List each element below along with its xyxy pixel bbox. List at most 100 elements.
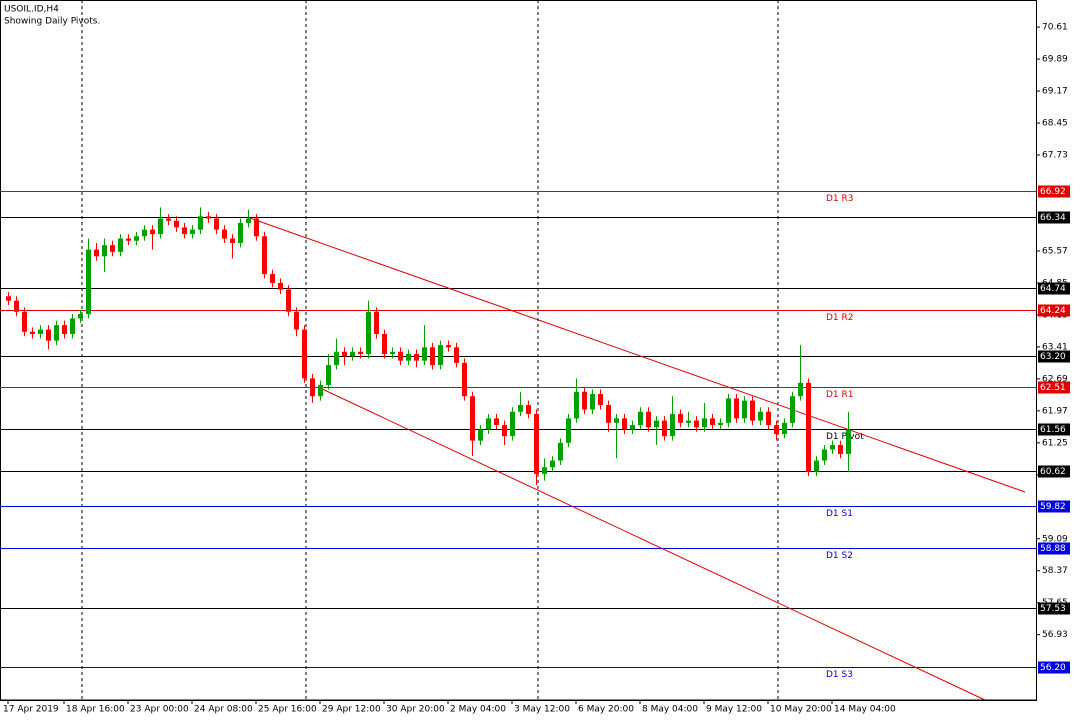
level-box [1038,602,1070,615]
x-tick-label: 9 May 12:00 [706,705,762,715]
pivot-label: D1 R3 [826,194,854,204]
candle-body [734,398,739,419]
pivot-label: D1 S3 [826,670,853,680]
candle-body [550,460,555,468]
candle-body [102,245,107,257]
candle-body [230,238,235,243]
y-tick-label: 61.25 [1042,438,1068,448]
candle-body [62,325,67,335]
level-box [1038,423,1070,436]
candle-body [806,382,811,472]
plot-frame [0,0,1037,701]
candle-body [358,351,363,354]
candle-body [782,422,787,434]
candle-body [598,393,603,406]
candle-body [470,396,475,441]
axes: 70.6169.8969.1768.4567.7365.5764.8564.13… [0,23,1070,715]
candle-body [742,400,747,419]
candle-body [670,413,675,437]
candle-body [326,365,331,386]
candle-body [342,351,347,357]
candles [6,207,851,486]
candle-body [302,329,307,379]
candle-body [54,325,59,341]
level-box [1038,185,1070,198]
level-label: 63.20 [1040,352,1066,362]
candle-body [182,227,187,235]
y-tick-label: 68.45 [1042,119,1068,129]
candle-body [766,411,771,426]
candle-body [830,445,835,450]
y-tick-label: 69.17 [1042,87,1068,97]
candle-body [398,351,403,361]
candle-body [798,382,803,397]
candle-body [454,347,459,363]
candle-body [254,218,259,237]
candle-body [430,347,435,366]
level-label: 60.62 [1040,467,1066,477]
candle-body [838,445,843,454]
level-box [1038,542,1070,555]
pivot-label: D1 Pivot [826,432,864,442]
candle-body [166,218,171,221]
candle-body [86,249,91,315]
candle-body [494,418,499,426]
candle-body [270,274,275,283]
candle-body [622,418,627,430]
levels: D1 R3 D1 R2 D1 R1 D1 Pivot D1 S1 D1 S2 D1 S3 [0,191,1036,680]
candle-body [214,218,219,230]
candle-body [262,236,267,275]
candle-body [510,411,515,437]
candle-body [374,311,379,335]
candle-body [502,425,507,437]
candle-body [526,405,531,414]
candle-body [70,318,75,335]
level-box [1038,381,1070,394]
candle-body [310,378,315,397]
level-label: 61.56 [1040,425,1066,435]
level-box [1038,304,1070,317]
candle-body [294,311,299,330]
x-tick-label: 24 Apr 08:00 [194,705,253,715]
candle-body [718,422,723,426]
y-tick-label: 63.41 [1042,342,1068,352]
x-tick-label: 10 May 20:00 [770,705,832,715]
candle-body [422,347,427,361]
candle-body [478,429,483,441]
candle-body [590,393,595,410]
candle-body [350,351,355,357]
chart-subtitle: Showing Daily Pivots. [4,17,100,27]
candle-body [118,238,123,252]
level-box [1038,350,1070,363]
candle-body [630,425,635,430]
pivot-label: D1 R1 [826,390,854,400]
candle-body [774,425,779,434]
x-tick-label: 17 Apr 2019 [3,705,59,715]
candle-body [686,420,691,423]
x-tick-label: 2 May 04:00 [450,705,506,715]
candle-body [462,362,467,397]
pivot-label: D1 S1 [826,509,853,519]
candle-body [382,334,387,354]
level-box [1038,465,1070,478]
x-tick-label: 29 Apr 12:00 [322,705,381,715]
y-tick-label: 59.09 [1042,534,1068,544]
level-label: 62.51 [1040,383,1066,393]
level-label: 58.88 [1040,544,1066,554]
candle-body [702,418,707,428]
candle-body [126,238,131,241]
candle-body [438,345,443,366]
candle-body [446,345,451,348]
chart-title: USOIL.ID,H4 [4,5,59,15]
candle-body [574,391,579,419]
candle-body [414,353,419,361]
candle-body [206,216,211,219]
candle-body [158,218,163,235]
candle-body [558,442,563,461]
candle-body [662,420,667,437]
candle-body [110,245,115,252]
pivot-label: D1 S2 [826,551,853,561]
candle-body [750,400,755,421]
candle-body [542,467,547,474]
candle-body [134,236,139,241]
